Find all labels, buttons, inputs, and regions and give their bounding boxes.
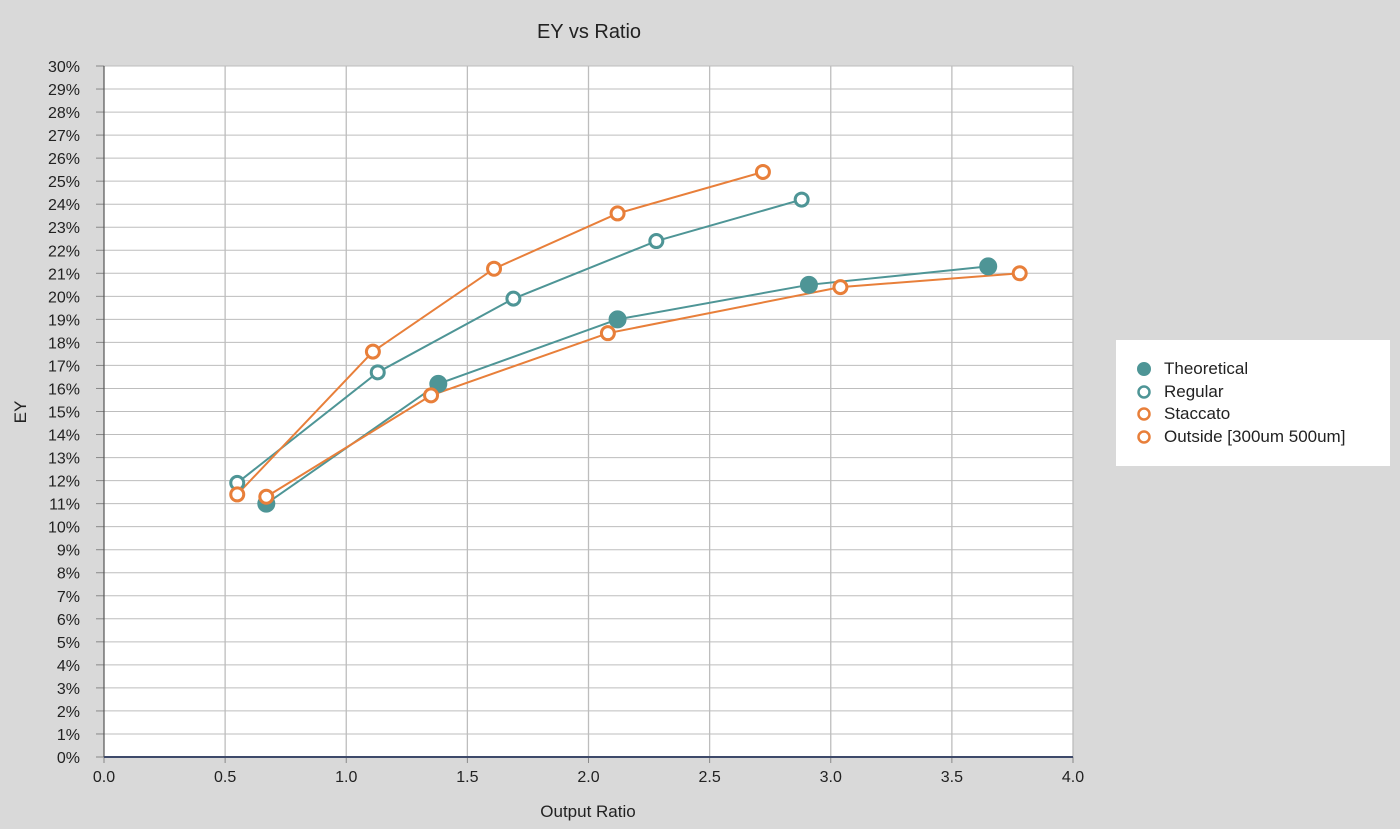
x-tick-label: 0.5 [214,769,236,786]
legend-item-staccato: Staccato [1136,403,1390,426]
legend-label-outside: Outside [300um 500um] [1164,426,1346,446]
y-tick-label: 27% [48,128,80,145]
legend-item-regular: Regular [1136,381,1390,404]
y-tick-label: 11% [49,497,80,514]
y-tick-label: 10% [48,520,80,537]
x-tick-label: 3.5 [941,769,963,786]
legend-marker-regular [1137,385,1151,399]
data-point-1 [369,364,386,381]
y-tick-label: 4% [57,658,80,675]
y-tick-label: 29% [48,82,80,99]
y-tick-label: 12% [48,474,80,491]
data-point-3 [599,325,616,342]
data-point-3 [258,488,275,505]
x-tick-label: 1.5 [456,769,478,786]
legend-item-theoretical: Theoretical [1136,358,1390,381]
x-tick-label: 4.0 [1062,769,1084,786]
data-point-3 [832,279,849,296]
data-point-1 [505,290,522,307]
y-tick-label: 25% [48,174,80,191]
legend-marker-theoretical [1137,362,1151,377]
y-tick-label: 21% [48,266,80,283]
legend: Theoretical Regular Staccato Outside [30… [1116,340,1390,466]
data-point-3 [1011,265,1028,282]
y-tick-label: 14% [48,428,80,445]
y-tick-label: 6% [57,612,80,629]
data-point-0 [979,257,998,276]
y-tick-label: 22% [48,243,80,260]
data-point-3 [423,387,440,404]
x-tick-label: 3.0 [820,769,842,786]
x-tick-label: 2.0 [577,769,599,786]
legend-marker-outside [1137,430,1151,444]
x-tick-label: 0.0 [93,769,115,786]
y-tick-label: 9% [57,543,80,560]
x-tick-label: 2.5 [699,769,721,786]
y-tick-label: 13% [48,451,80,468]
data-point-1 [793,191,810,208]
y-tick-label: 17% [48,358,80,375]
chart-title: EY vs Ratio [537,21,641,43]
y-tick-label: 19% [48,312,80,329]
y-tick-label: 20% [48,289,80,306]
y-tick-label: 1% [57,727,80,744]
data-point-2 [364,343,381,360]
y-tick-label: 0% [57,750,80,767]
data-point-1 [648,233,665,250]
legend-label-regular: Regular [1164,381,1224,401]
data-point-2 [229,486,246,503]
y-tick-label: 2% [57,704,80,721]
data-point-0 [608,310,627,329]
y-tick-label: 3% [57,681,80,698]
y-tick-label: 30% [48,59,80,76]
data-point-2 [754,163,771,180]
y-tick-label: 23% [48,220,80,237]
y-tick-label: 18% [48,335,80,352]
data-point-0 [799,275,818,294]
y-axis-label: EY [11,401,30,424]
legend-label-staccato: Staccato [1164,404,1231,424]
y-tick-label: 26% [48,151,80,168]
y-tick-label: 5% [57,635,80,652]
y-tick-label: 15% [48,405,80,422]
legend-marker-staccato [1137,407,1151,421]
y-tick-label: 7% [57,589,80,606]
y-tick-label: 24% [48,197,80,214]
y-tick-label: 8% [57,566,80,583]
legend-item-outside: Outside [300um 500um] [1136,426,1390,449]
x-axis-label: Output Ratio [540,802,635,821]
data-point-2 [609,205,626,222]
data-point-2 [486,260,503,277]
legend-label-theoretical: Theoretical [1164,359,1249,379]
y-tick-label: 16% [48,381,80,398]
y-tick-label: 28% [48,105,80,122]
x-tick-label: 1.0 [335,769,357,786]
